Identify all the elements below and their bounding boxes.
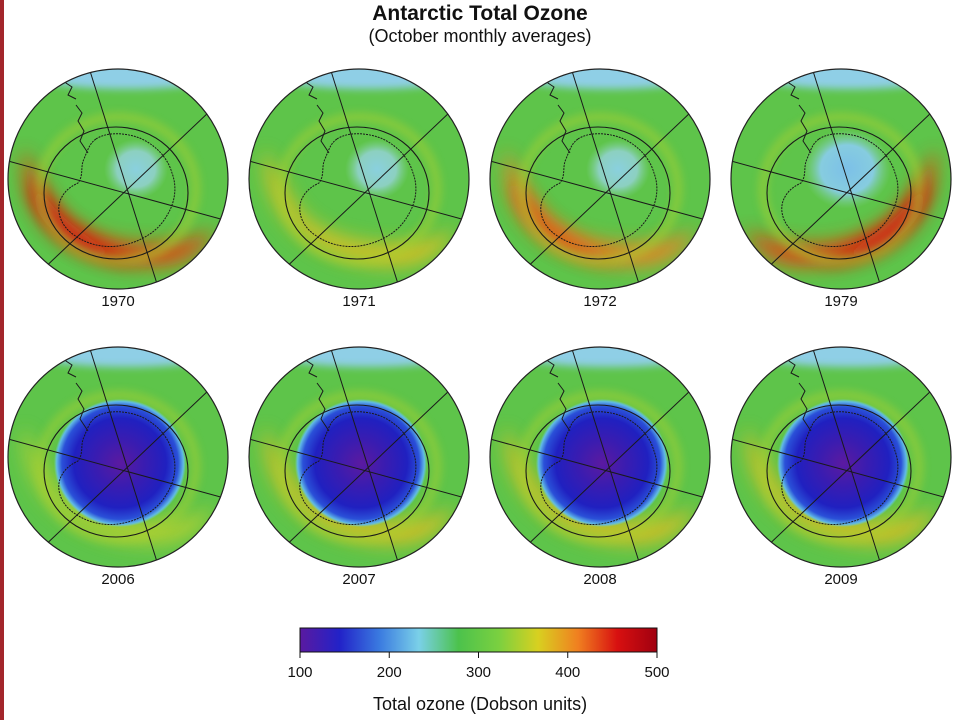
year-label-1970: 1970 (101, 293, 134, 310)
colorbar-tick-label-200: 200 (377, 664, 402, 681)
page-subtitle: (October monthly averages) (368, 26, 592, 46)
year-label-1971: 1971 (342, 293, 375, 310)
year-label-2009: 2009 (824, 571, 857, 588)
page-title: Antarctic Total Ozone (372, 2, 588, 25)
year-label-2007: 2007 (342, 571, 375, 588)
colorbar-scale (299, 627, 658, 653)
colorbar-tick-label-400: 400 (555, 664, 580, 681)
year-label-2006: 2006 (101, 571, 134, 588)
colorbar-tick-label-100: 100 (287, 664, 312, 681)
year-label-2008: 2008 (583, 571, 616, 588)
colorbar-title: Total ozone (Dobson units) (373, 694, 587, 714)
frame-edge (0, 0, 4, 720)
colorbar-tick-label-300: 300 (466, 664, 491, 681)
year-label-1979: 1979 (824, 293, 857, 310)
colorbar-tick-label-500: 500 (644, 664, 669, 681)
year-label-1972: 1972 (583, 293, 616, 310)
